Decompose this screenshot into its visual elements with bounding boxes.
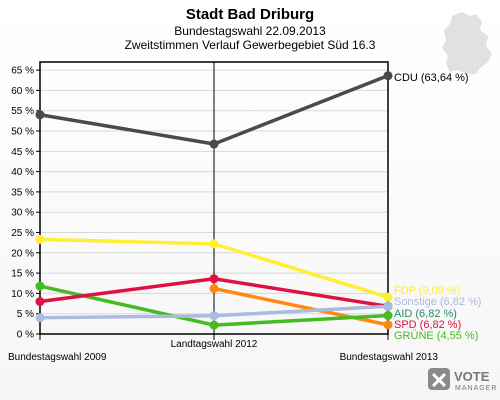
data-point-spd [209,274,219,284]
data-point-cdu [209,139,219,149]
data-point-linke [383,320,393,330]
data-point-cdu [383,71,393,81]
series-sonstige [35,301,393,323]
data-point-sonstige [35,313,45,323]
end-label-gruene: GRÜNE (4,55 %) [394,330,478,342]
data-point-fdp [35,234,45,244]
y-tick-label: 60 % [11,86,34,97]
y-tick-label: 40 % [11,167,34,178]
series-lines [35,71,393,330]
y-tick-label: 5 % [17,309,34,320]
data-point-cdu [35,110,45,120]
y-tick-label: 45 % [11,147,34,158]
data-point-gruene [383,311,393,321]
logo-word-manager: MANAGER [455,385,497,392]
y-tick-label: 20 % [11,248,34,259]
y-tick-label: 50 % [11,127,34,138]
data-point-sonstige [383,301,393,311]
end-label-spd: SPD (6,82 %) [394,319,461,331]
y-axis-ticks: 0 % 5 % 10 % 15 % 20 % 25 % 30 % 35 % 40 % 45 % 50… [11,66,40,341]
data-point-spd [35,297,45,307]
data-point-fdp [209,239,219,249]
y-tick-label: 10 % [11,289,34,300]
y-tick-label: 15 % [11,269,34,280]
end-label-cdu: CDU (63,64 %) [394,72,469,84]
chart-title: Stadt Bad Driburg [186,6,314,23]
y-tick-label: 30 % [11,208,34,219]
end-labels: CDU (63,64 %) FDP (9,09 %)Sonstige (6,82 … [394,72,481,342]
data-point-sonstige [209,311,219,321]
y-tick-label: 25 % [11,228,34,239]
chart-subtitle-district: Zweitstimmen Verlauf Gewerbegebiet Süd 1… [125,38,376,52]
series-cdu [35,71,393,149]
x-axis-ticks: Bundestagswahl 2009 Landtagswahl 2012 Bund… [8,334,438,363]
x-tick-label: Bundestagswahl 2013 [340,352,439,363]
y-tick-label: 65 % [11,66,34,77]
data-point-gruene [209,320,219,330]
series-gruene [35,281,393,330]
logo-word-vote: VOTE [454,369,490,384]
x-tick-label: Bundestagswahl 2009 [8,352,107,363]
end-label-sonstige: Sonstige (6,82 %) [394,296,481,308]
data-point-linke [209,284,219,294]
series-fdp [35,234,393,302]
votemanager-logo: VOTE MANAGER [428,368,497,392]
x-tick-label: Landtagswahl 2012 [171,339,258,350]
chart-subtitle-date: Bundestagswahl 22.09.2013 [174,24,326,38]
y-tick-label: 55 % [11,106,34,117]
y-tick-label: 35 % [11,187,34,198]
end-label-aid: AID (6,82 %) [394,308,457,320]
germany-map-icon [442,12,492,74]
end-label-fdp: FDP (9,09 %) [394,285,460,297]
data-point-fdp [383,292,393,302]
y-tick-label: 0 % [17,330,34,341]
votemanager-logo-icon [428,368,450,390]
data-point-gruene [35,281,45,291]
